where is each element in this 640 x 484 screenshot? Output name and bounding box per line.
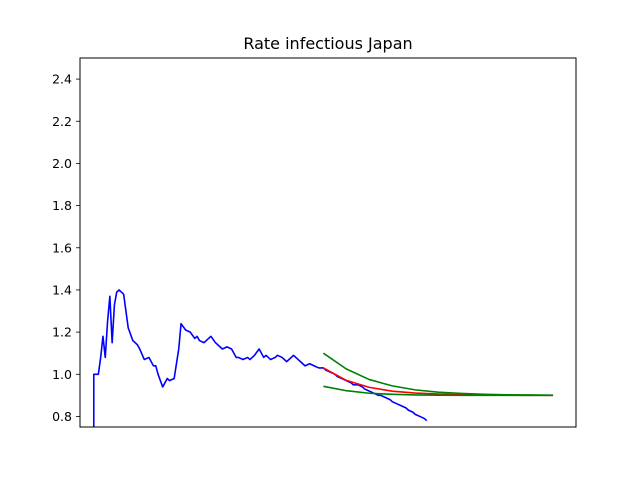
y-tick-label: 1.8 [52,198,72,213]
y-tick-label: 1.6 [52,240,72,255]
y-tick-label: 2.4 [52,72,72,87]
y-tick-label: 1.2 [52,325,72,340]
y-tick-label: 1.0 [52,367,72,382]
y-tick-label: 1.4 [52,282,72,297]
y-tick-label: 2.0 [52,156,72,171]
plot-frame [79,57,577,428]
series-line-1 [92,289,428,427]
chart-title: Rate infectious Japan [243,34,412,53]
y-tick-label: 2.2 [52,114,72,129]
y-axis: 0.8 1.0 1.2 1.4 1.6 1.8 2.0 2.2 2.4 [52,72,80,424]
plot-area [92,289,554,427]
y-tick-label: 0.8 [52,409,72,424]
series-line-4 [323,385,554,397]
